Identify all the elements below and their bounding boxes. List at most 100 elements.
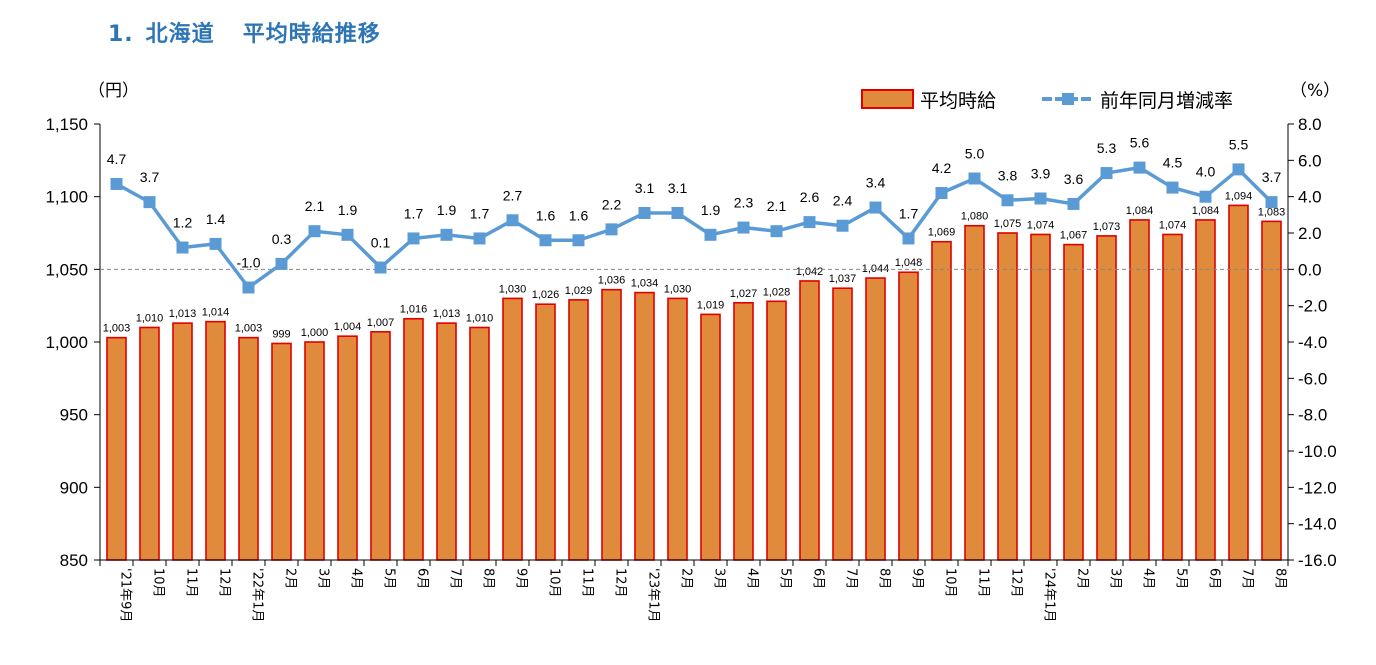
bar-value-label: 1,014 xyxy=(202,307,230,319)
bar-labels: 1,003 1,010 1,013 1,014 1,003 999 1,000 1,004 1,… xyxy=(103,190,1286,340)
x-category-label: '22年1月 xyxy=(250,568,265,622)
x-category-label: 2月 xyxy=(1075,568,1090,589)
line-labels: 4.7 3.7 1.2 1.4 -1.0 0.3 2.1 1.9 0.1 1.7 1.9 1.7 2.7… xyxy=(107,135,1282,271)
bar-value-label: 1,075 xyxy=(994,218,1022,230)
line-point xyxy=(374,261,387,274)
line-value-label: 2.1 xyxy=(767,198,787,214)
bar-value-label: 1,042 xyxy=(796,266,824,278)
bar-value-label: 1,026 xyxy=(532,289,560,301)
bar xyxy=(997,232,1018,561)
x-axis: '21年9月 10月 11月 12月 '22年1月 2月 3月 4月 5月 6月 7月 8月 9月 10月… xyxy=(99,559,1289,622)
left-tick-label: 1,050 xyxy=(45,260,88,279)
bar xyxy=(271,342,292,561)
right-tick-label: -2.0 xyxy=(1298,297,1327,316)
line-point xyxy=(407,232,420,245)
bar xyxy=(337,335,358,561)
line-value-label: 1.2 xyxy=(173,215,193,231)
bar-value-label: 1,028 xyxy=(763,286,791,298)
line-point xyxy=(836,219,849,232)
bar-value-label: 1,037 xyxy=(829,273,857,285)
line-value-label: 4.7 xyxy=(107,151,127,167)
line-value-label: 3.4 xyxy=(866,175,886,191)
line-value-label: 2.7 xyxy=(503,187,523,203)
x-category-label: 7月 xyxy=(448,568,463,589)
right-tick-label: -4.0 xyxy=(1298,333,1327,352)
x-category-label: 11月 xyxy=(580,568,595,598)
line-value-label: 3.9 xyxy=(1031,165,1051,181)
line-point xyxy=(737,221,750,234)
legend-line-marker xyxy=(1062,93,1074,105)
right-tick-label: -10.0 xyxy=(1298,442,1337,461)
bar xyxy=(667,297,688,561)
x-category-label: 8月 xyxy=(481,568,496,589)
x-category-label: 12月 xyxy=(1009,568,1024,598)
line-point xyxy=(440,228,453,241)
bar xyxy=(799,280,820,561)
legend: 平均時給 前年同月増減率 xyxy=(861,89,1233,112)
line-value-label: 1.6 xyxy=(536,207,556,223)
bar-series xyxy=(106,204,1282,561)
bar xyxy=(238,336,259,561)
legend-line-label: 前年同月増減率 xyxy=(1100,90,1233,112)
line-point xyxy=(803,216,816,229)
page-title: 1. 北海道 平均時給推移 xyxy=(108,16,381,48)
bar xyxy=(634,291,655,561)
line-value-label: 3.6 xyxy=(1064,171,1084,187)
line-value-label: 0.3 xyxy=(272,231,292,247)
line-point xyxy=(110,177,123,190)
right-tick-label: -6.0 xyxy=(1298,369,1327,388)
x-category-label: 3月 xyxy=(1108,568,1123,589)
line-point xyxy=(935,187,948,200)
line-point xyxy=(341,228,354,241)
line-value-label: 3.8 xyxy=(998,167,1018,183)
bar xyxy=(139,326,160,561)
x-category-label: 6月 xyxy=(1207,568,1222,589)
bar xyxy=(1096,235,1117,561)
line-point xyxy=(242,281,255,294)
bar-value-label: 1,048 xyxy=(895,257,923,269)
bar-value-label: 999 xyxy=(272,328,290,340)
left-tick-label: 1,100 xyxy=(45,188,88,207)
line-value-label: 2.3 xyxy=(734,195,754,211)
legend-bar-label: 平均時給 xyxy=(920,90,996,112)
x-category-label: 5月 xyxy=(382,568,397,589)
left-tick-label: 1,150 xyxy=(45,115,88,134)
line-value-label: 5.3 xyxy=(1097,140,1117,156)
x-category-label: 4月 xyxy=(349,568,364,589)
line-point xyxy=(968,172,981,185)
bar-value-label: 1,074 xyxy=(1027,219,1055,231)
bar xyxy=(700,313,721,561)
bar xyxy=(469,326,490,561)
line-value-label: 3.1 xyxy=(668,180,688,196)
bar-value-label: 1,080 xyxy=(961,211,989,223)
line-point xyxy=(1034,192,1047,205)
bar xyxy=(865,277,886,561)
bar-value-label: 1,073 xyxy=(1093,221,1121,233)
x-category-label: 11月 xyxy=(976,568,991,598)
bar xyxy=(403,317,424,561)
x-category-label: 2月 xyxy=(679,568,694,589)
right-axis-unit: （%） xyxy=(1290,81,1340,101)
line-value-label: 2.2 xyxy=(602,196,622,212)
line-value-label: 2.4 xyxy=(833,193,853,209)
line-point xyxy=(1232,163,1245,176)
line-point xyxy=(209,237,222,250)
line-point xyxy=(1166,181,1179,194)
line-value-label: 1.7 xyxy=(470,205,490,221)
left-tick-label: 900 xyxy=(60,478,88,497)
left-tick-label: 950 xyxy=(60,406,88,425)
line-value-label: 4.2 xyxy=(932,160,952,176)
line-point xyxy=(1067,197,1080,210)
bar-value-label: 1,027 xyxy=(730,288,758,300)
line-value-label: 3.7 xyxy=(1262,169,1282,185)
x-category-label: 9月 xyxy=(514,568,529,589)
bar xyxy=(304,341,325,561)
left-axis-unit: （円） xyxy=(88,81,139,101)
line-value-label: 1.4 xyxy=(206,211,226,227)
line-point xyxy=(770,225,783,238)
bar-value-label: 1,044 xyxy=(862,263,890,275)
x-category-label: 9月 xyxy=(910,568,925,589)
right-tick-label: 0.0 xyxy=(1298,260,1322,279)
x-category-label: '24年1月 xyxy=(1042,568,1057,622)
line-value-label: 5.6 xyxy=(1130,135,1150,151)
